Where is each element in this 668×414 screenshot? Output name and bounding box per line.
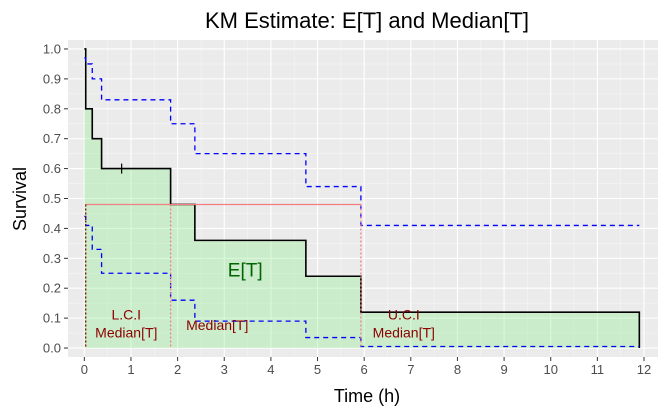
x-tick-label: 9 [500,362,507,377]
x-tick-label: 4 [267,362,274,377]
annotation-text: Median[T] [186,317,248,333]
y-tick-label: 0.7 [43,131,61,146]
annotation-text: L.C.I [112,307,142,323]
area-fill-layer [84,48,640,349]
grid [68,40,658,357]
annotation-text: E[T] [228,260,263,281]
x-tick-label: 1 [127,362,134,377]
y-tick-label: 0.8 [43,101,61,116]
lower-ci-curve [84,215,640,348]
y-axis-label: Survival [10,167,30,231]
x-tick-label: 12 [637,362,651,377]
x-axis-label: Time (h) [334,386,400,406]
chart-title: KM Estimate: E[T] and Median[T] [205,8,529,33]
annotation-layer: E[T] L.C.I Median[T] Median[T] U.C.I Median[T… [95,260,435,340]
y-tick-label: 0.4 [43,221,61,236]
y-tick-label: 0.1 [43,311,61,326]
y-tick-label: 0.5 [43,191,61,206]
annotation-text: Median[T] [373,325,435,341]
x-tick-label: 11 [591,362,605,377]
y-tick-label: 0.3 [43,251,61,266]
x-tick-label: 5 [314,362,321,377]
et-area-fill [84,48,640,349]
median-marker-layer [85,203,362,349]
x-tick-label: 7 [407,362,414,377]
y-tick-label: 0.9 [43,71,61,86]
x-tick-label: 0 [81,362,88,377]
y-tick-label: 1.0 [43,41,61,56]
x-tick-label: 8 [454,362,461,377]
y-tick-label: 0.0 [43,341,61,356]
x-tick-label: 2 [174,362,181,377]
upper-ci-curve [84,57,640,227]
annotation-text: U.C.I [388,307,420,323]
tick-layer: 0 1 2 3 4 5 6 7 8 9 10 11 120.00.10.20.30.40.50.60.7… [43,41,651,377]
y-tick-label: 0.2 [43,281,61,296]
x-tick-label: 3 [221,362,228,377]
y-tick-label: 0.6 [43,161,61,176]
annotation-text: Median[T] [95,325,157,341]
x-tick-label: 10 [543,362,557,377]
x-tick-label: 6 [361,362,368,377]
